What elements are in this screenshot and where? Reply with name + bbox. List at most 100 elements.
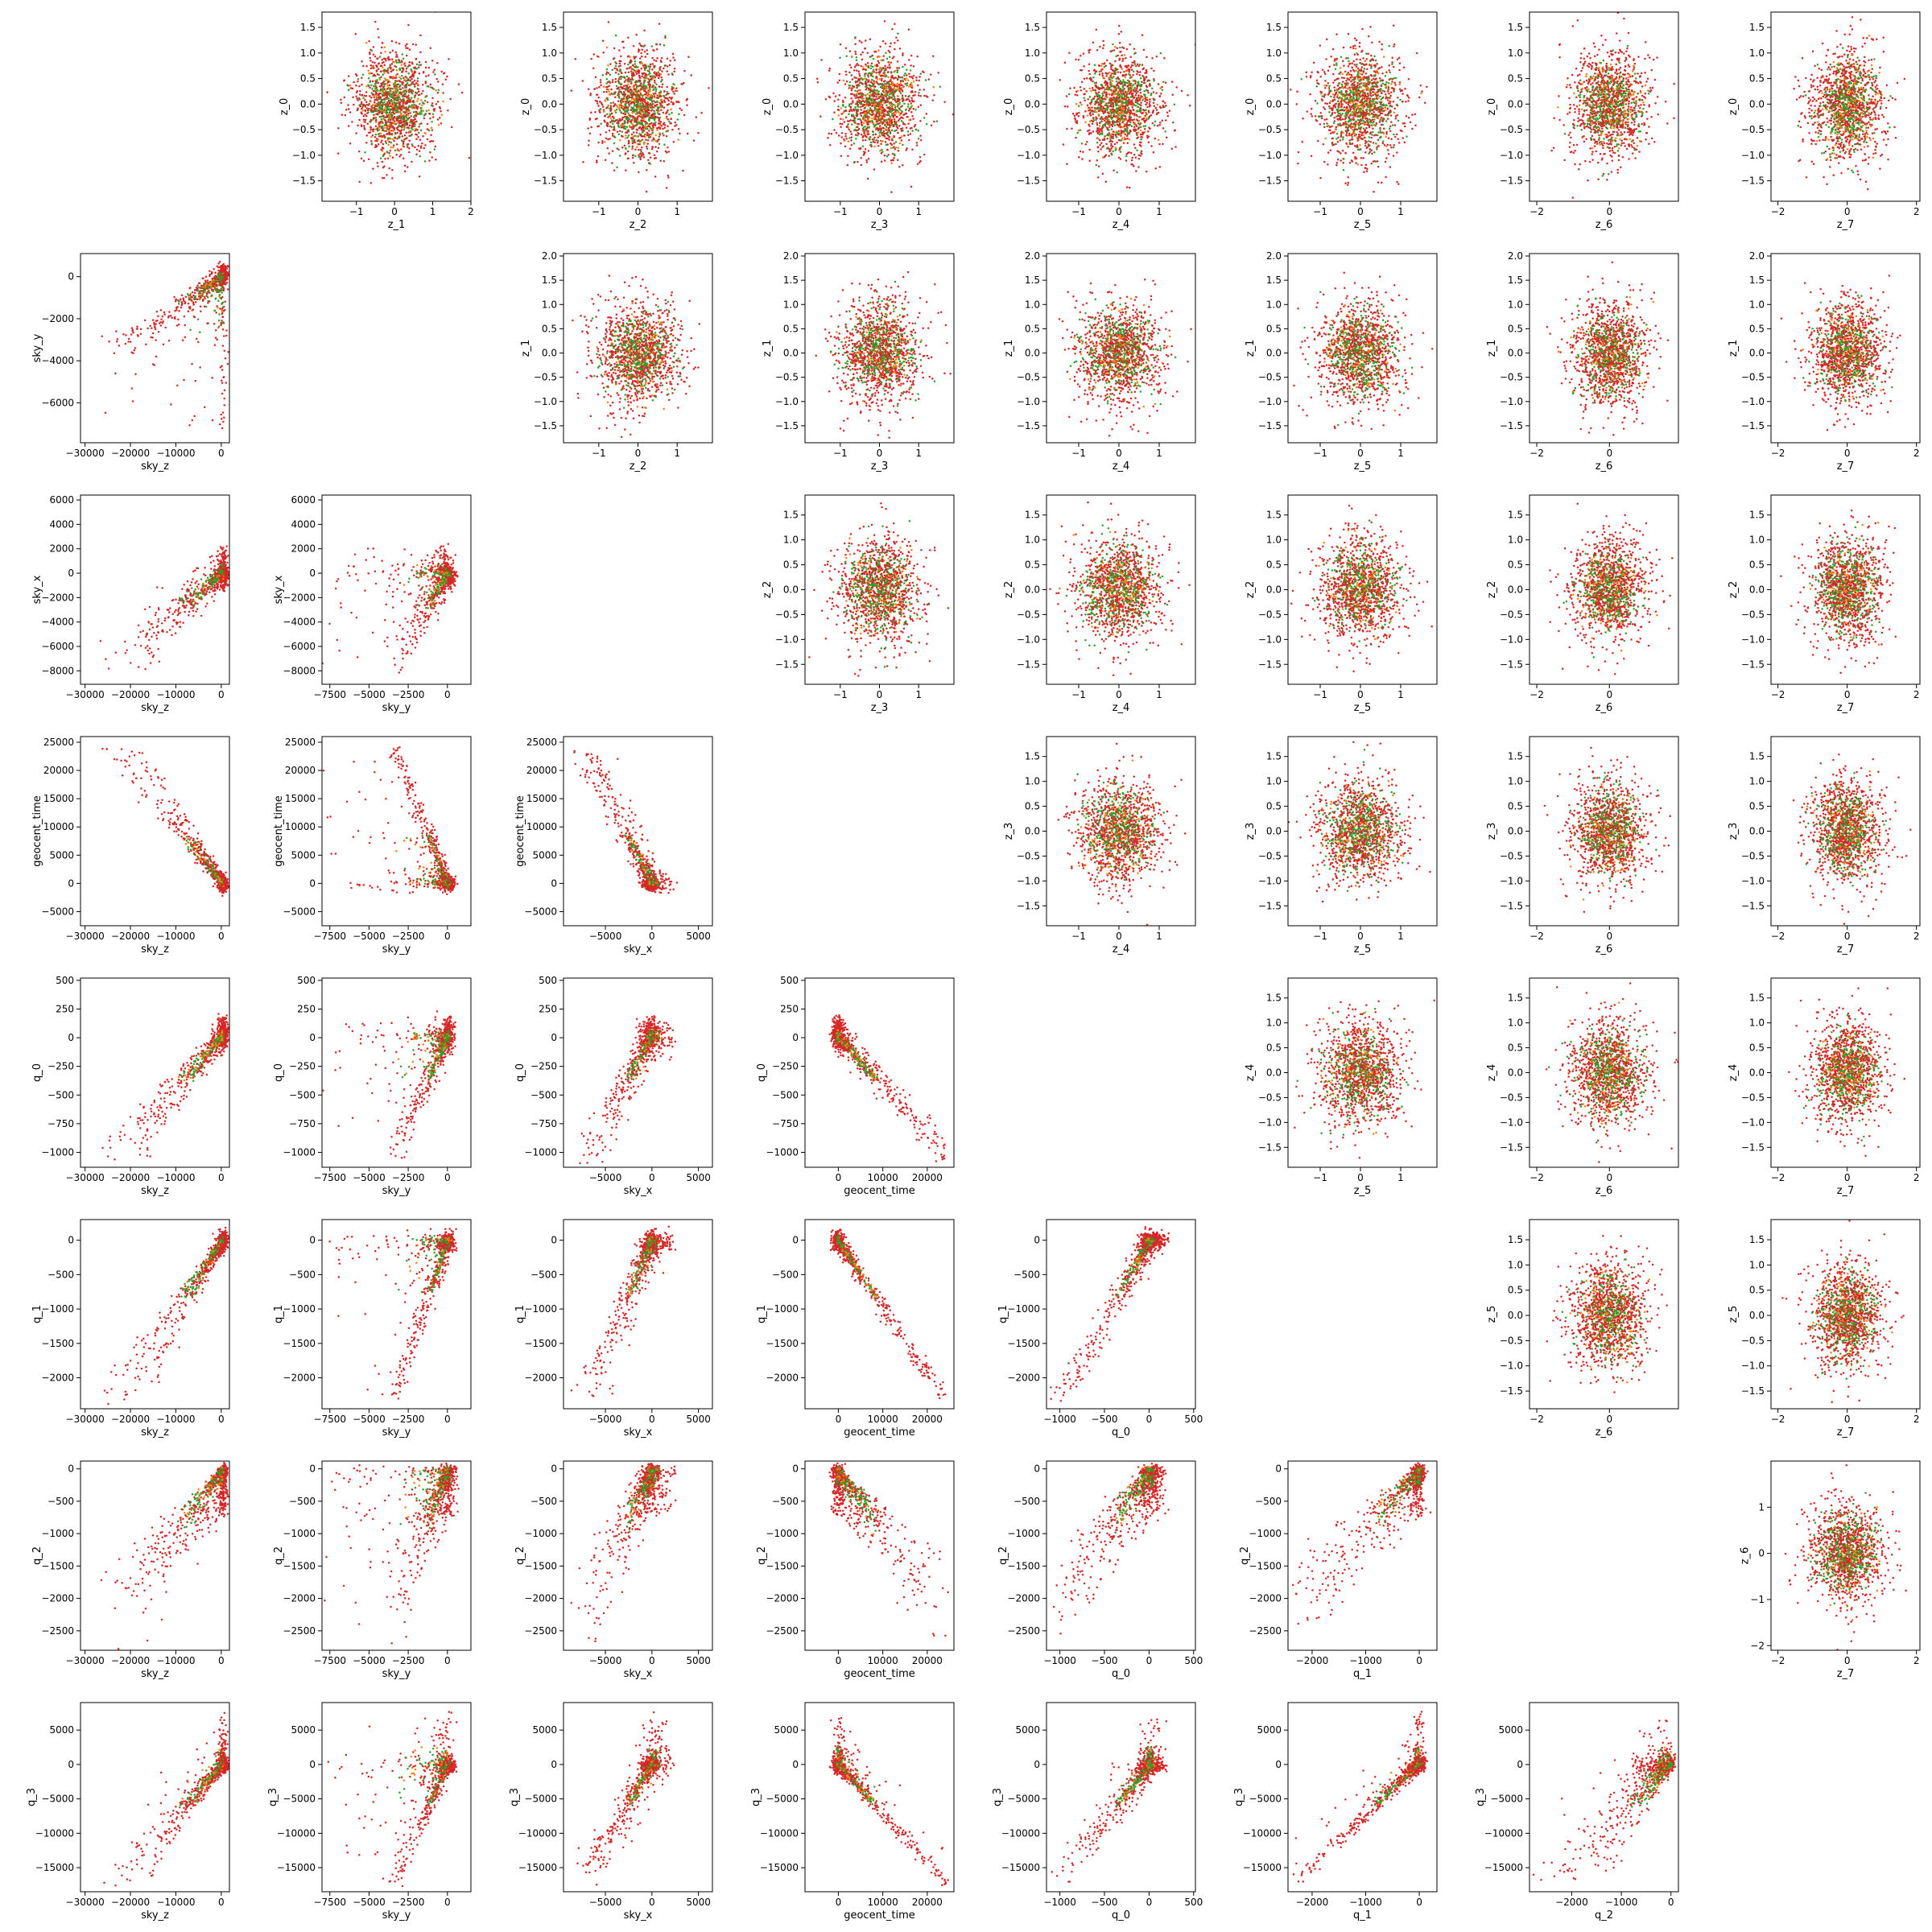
data-point [392,88,394,90]
data-point [895,76,898,79]
data-point [357,109,359,111]
data-point [898,166,901,168]
data-point [1143,125,1146,127]
data-point [844,71,847,73]
data-point [667,58,669,60]
data-point [415,111,418,114]
data-point [877,90,880,93]
data-point [868,65,870,68]
data-point [424,100,427,102]
data-point [850,67,852,69]
data-point [1143,93,1146,96]
data-point [419,103,421,105]
data-point [1110,147,1113,150]
data-point [895,130,898,132]
data-point [1133,60,1136,63]
data-point [1145,104,1147,106]
data-point [389,95,391,97]
subplot-z_0-vs-z_1: −1 0 1 2−1.5−1.0−0.50.00.51.01.5z_1z_0 [279,10,474,231]
data-point [1144,121,1146,123]
data-point [1117,171,1119,174]
data-point [890,163,893,165]
data-point [869,126,871,129]
data-point [379,79,382,81]
data-point [371,88,374,90]
data-point [671,118,673,121]
data-point [639,113,642,115]
data-point [909,101,911,103]
data-point [887,76,890,79]
data-point [1100,142,1103,145]
data-point [666,86,668,89]
data-point [646,146,648,148]
data-point [441,114,444,116]
data-point [928,78,931,80]
data-point [658,114,661,116]
data-point [402,83,404,85]
data-point [1158,139,1160,142]
data-point [419,35,422,37]
y-axis-label: z_0 [520,98,532,116]
data-point [419,155,421,158]
data-point [374,83,377,85]
data-point [610,105,613,108]
data-point [382,167,385,169]
data-point [1153,102,1155,105]
data-point [415,113,418,115]
data-point [402,158,405,160]
data-point [399,108,402,110]
data-point [391,103,394,105]
data-point [425,67,427,69]
data-point [602,74,605,76]
data-point [869,92,871,94]
data-point [361,101,363,104]
data-point [394,123,397,126]
data-point [371,50,374,52]
data-point [1087,98,1089,101]
data-point [671,129,674,131]
data-point [634,81,637,84]
data-point [392,50,394,52]
data-point [607,105,609,107]
data-point [879,78,881,80]
data-point [389,150,391,152]
data-point [917,85,919,87]
data-point [866,132,869,134]
data-point [911,115,914,118]
data-point [848,120,851,122]
data-point [634,109,637,112]
data-point [859,148,861,151]
data-point [614,136,617,138]
data-point [345,109,348,111]
data-point [631,140,634,142]
data-point [461,92,464,94]
data-point [1100,148,1102,151]
data-point [400,131,402,134]
data-point [646,53,649,56]
data-point [372,167,374,170]
data-point [654,140,657,142]
data-point [635,121,638,123]
data-point [667,100,670,102]
data-point [365,142,368,144]
data-point [1089,96,1092,98]
data-point [402,102,404,105]
data-point [896,116,898,118]
data-point [589,118,592,120]
data-point [853,95,856,97]
data-point [618,134,621,136]
data-point [636,72,638,75]
data-point [1094,69,1096,72]
data-point [902,100,904,102]
data-point [662,101,664,104]
data-point [611,69,613,72]
y-tick-label: −0.5 [775,124,799,135]
data-point [883,118,886,121]
data-point [615,35,617,37]
data-point [910,111,913,114]
data-point [897,72,899,74]
data-point [643,30,646,32]
data-point [401,81,403,84]
data-point [618,81,621,84]
data-point [833,129,836,131]
